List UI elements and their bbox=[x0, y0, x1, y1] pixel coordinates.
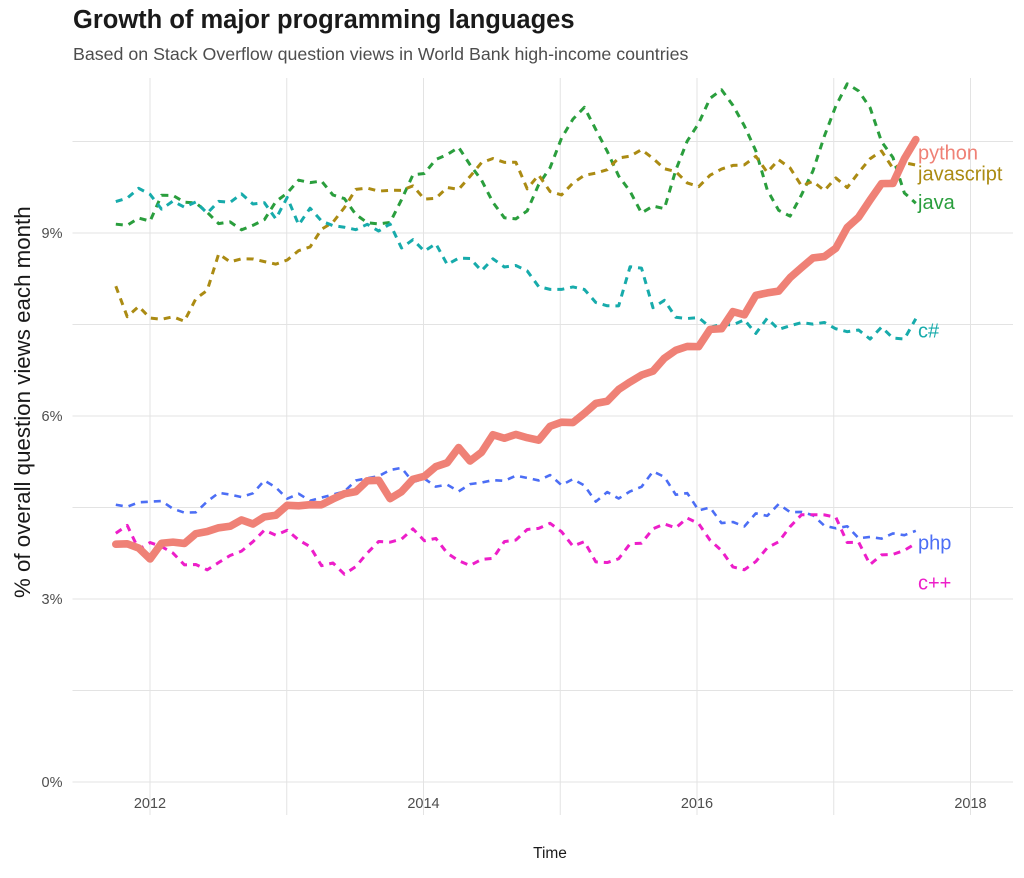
svg-text:c#: c# bbox=[918, 321, 940, 343]
svg-text:python: python bbox=[918, 143, 978, 165]
svg-text:c++: c++ bbox=[918, 573, 951, 595]
svg-text:9%: 9% bbox=[42, 226, 63, 242]
svg-text:javascript: javascript bbox=[917, 164, 1003, 186]
svg-text:java: java bbox=[917, 192, 956, 214]
svg-text:0%: 0% bbox=[42, 775, 63, 791]
svg-text:2018: 2018 bbox=[954, 796, 986, 812]
svg-text:6%: 6% bbox=[42, 409, 63, 425]
svg-text:php: php bbox=[918, 533, 951, 555]
svg-text:2014: 2014 bbox=[407, 796, 439, 812]
svg-text:2012: 2012 bbox=[134, 796, 166, 812]
svg-text:3%: 3% bbox=[42, 592, 63, 608]
svg-text:2016: 2016 bbox=[681, 796, 713, 812]
